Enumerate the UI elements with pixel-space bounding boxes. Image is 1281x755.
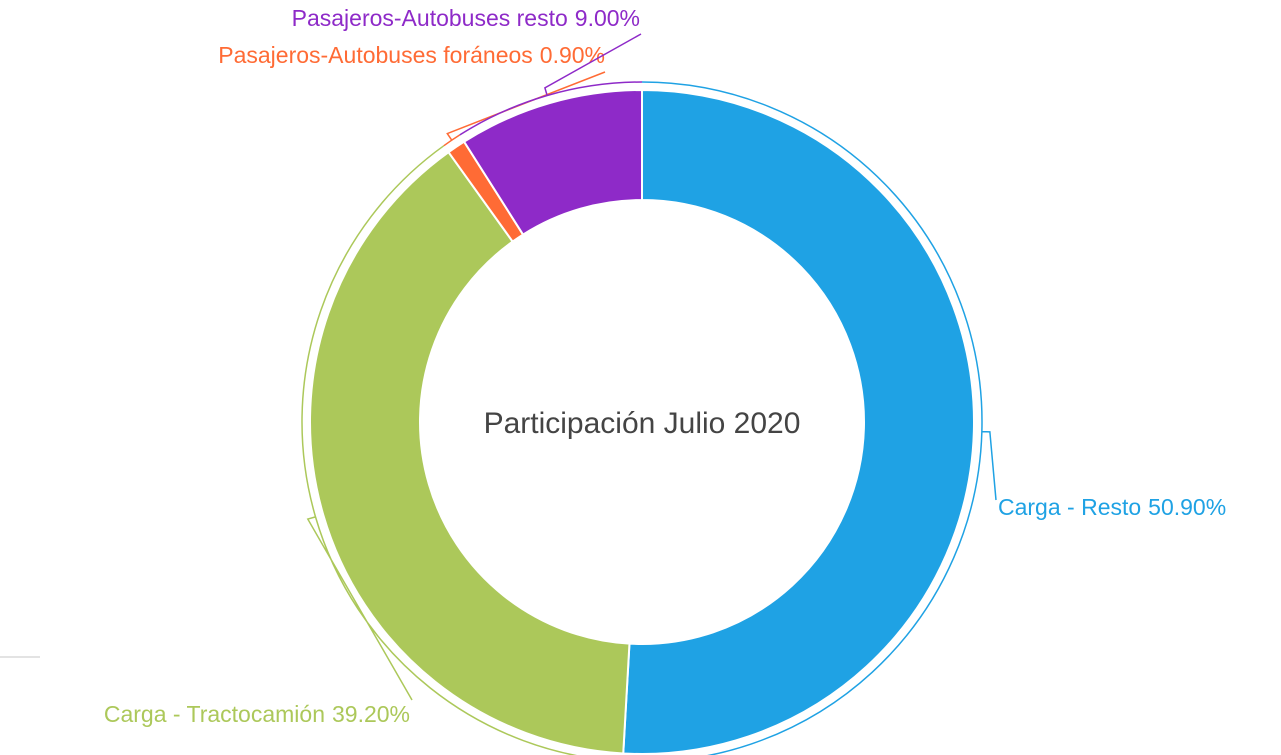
label-value: 39.20% [332, 701, 410, 727]
slices [309, 88, 975, 755]
label-value: 0.90% [540, 42, 605, 68]
label-name: Pasajeros-Autobuses resto [292, 5, 568, 31]
label-name: Carga - Tractocamión [104, 701, 325, 727]
chart-title: Participación Julio 2020 [484, 407, 801, 440]
slice [462, 88, 643, 236]
slice [309, 150, 631, 755]
data-label: Pasajeros-Autobuses resto 9.00% [292, 5, 640, 31]
label-name: Pasajeros-Autobuses foráneos [218, 42, 533, 68]
leader-line [641, 81, 997, 755]
label-name: Carga - Resto [998, 494, 1141, 520]
leader-line [459, 33, 643, 136]
label-value: 9.00% [575, 5, 640, 31]
label-value: 50.90% [1148, 494, 1226, 520]
leader-line [443, 71, 606, 147]
data-label: Pasajeros-Autobuses foráneos 0.90% [218, 42, 605, 68]
leader-line [301, 145, 578, 755]
data-label: Carga - Tractocamión 39.20% [104, 701, 410, 727]
data-label: Carga - Resto 50.90% [998, 494, 1226, 520]
slice [622, 88, 975, 755]
